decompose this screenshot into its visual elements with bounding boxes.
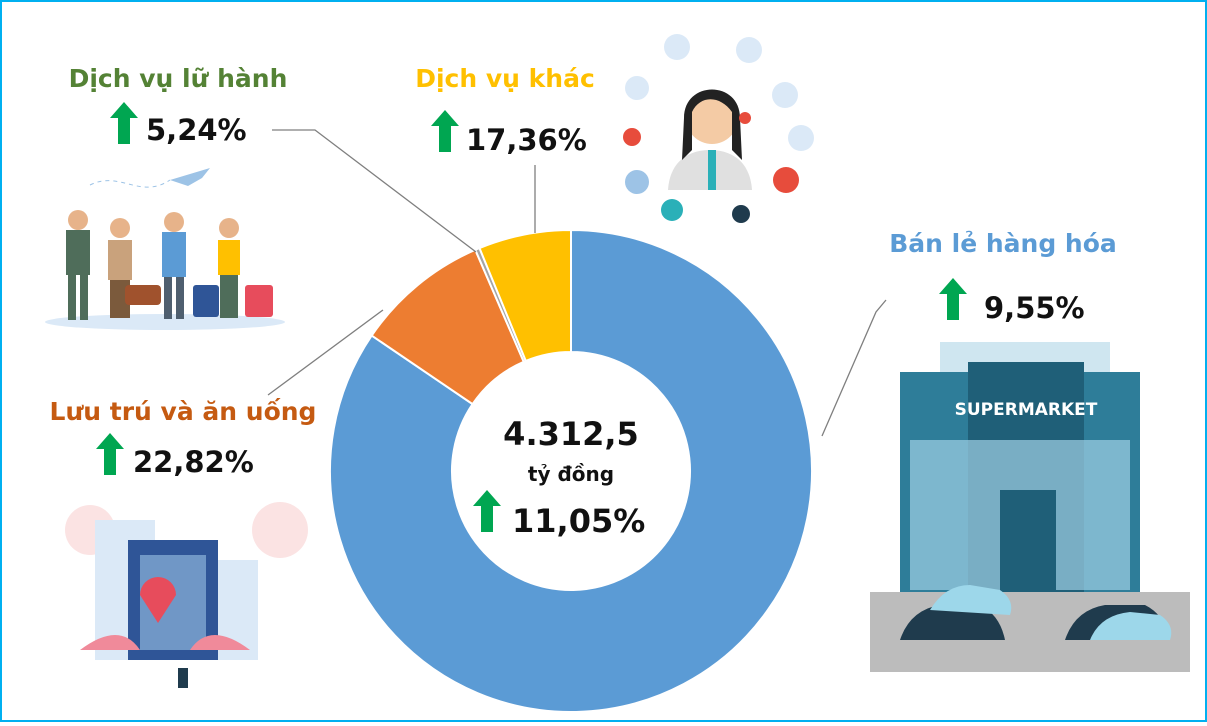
category-label: Dịch vụ lữ hành [69, 64, 288, 93]
leader-lines [267, 129, 887, 437]
growth-label: 9,55% [984, 291, 1085, 325]
donut [329, 228, 813, 713]
category-label: Dịch vụ khác [415, 64, 595, 93]
donut-segment [329, 228, 813, 713]
category-label: Bán lẻ hàng hóa [889, 229, 1117, 258]
donut-segment [478, 228, 572, 363]
center-total: 4.312,5 [503, 415, 639, 453]
store-sign: SUPERMARKET [955, 400, 1098, 420]
growth-label: 17,36% [466, 123, 587, 157]
growth-label: 22,82% [133, 445, 254, 479]
category-label: Lưu trú và ăn uống [50, 397, 317, 426]
service-illustration [623, 34, 814, 223]
center-growth: 11,05% [512, 502, 645, 540]
growth-label: 5,24% [146, 113, 247, 147]
hotel-illustration [65, 502, 308, 688]
supermarket-illustration: SUPERMARKET [870, 342, 1190, 672]
travel-illustration [45, 168, 285, 330]
center-unit: tỷ đồng [528, 462, 614, 486]
